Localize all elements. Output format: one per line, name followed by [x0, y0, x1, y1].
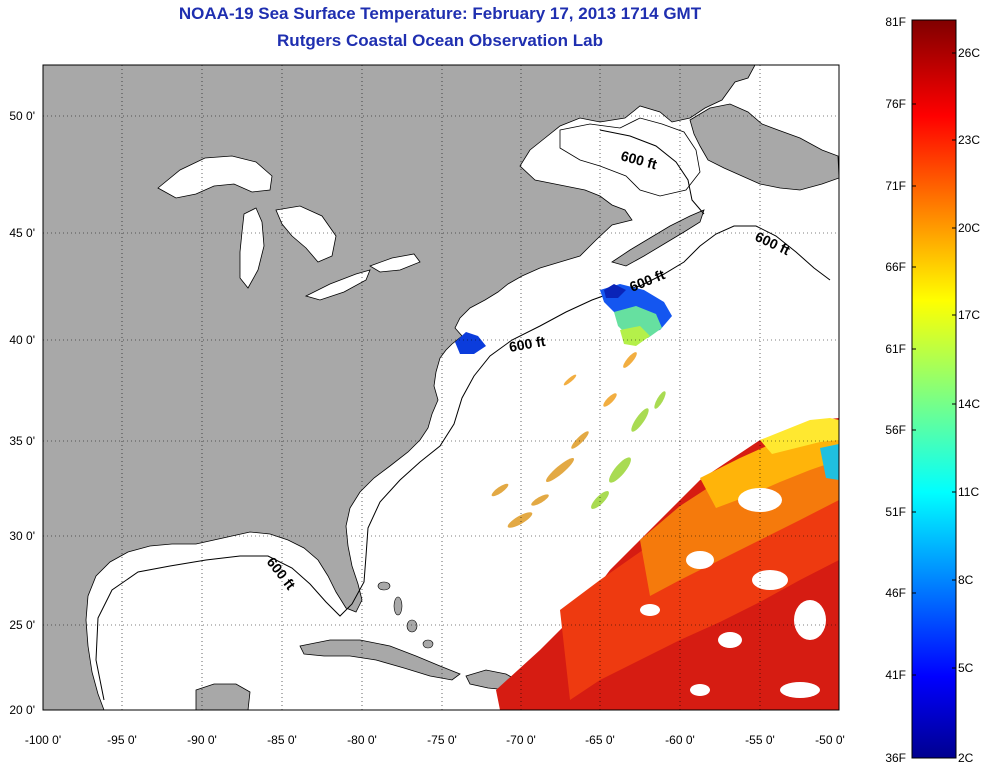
- lake-erie: [304, 269, 371, 301]
- y-tick-label: 45 0': [9, 226, 35, 240]
- colorbar-f-label: 46F: [885, 586, 906, 600]
- colorbar-f-label: 36F: [885, 751, 906, 765]
- colorbar-c-label: 20C: [958, 221, 980, 235]
- y-tick-label: 25 0': [9, 618, 35, 632]
- sst-data: [455, 284, 839, 710]
- x-tick-label: -60 0': [665, 733, 695, 747]
- colorbar-f-label: 81F: [885, 15, 906, 29]
- colorbar-c-label: 2C: [958, 751, 974, 765]
- x-tick-label: -95 0': [107, 733, 137, 747]
- colorbar-c-label: 11C: [958, 485, 979, 499]
- lake-ontario: [369, 253, 421, 273]
- y-tick-label: 50 0': [9, 109, 35, 123]
- x-tick-label: -100 0': [25, 733, 61, 747]
- depth-contour-gulf-stlawrence: [599, 129, 705, 215]
- map-title: NOAA-19 Sea Surface Temperature: Februar…: [178, 4, 702, 23]
- colorbar-f-label: 71F: [885, 179, 906, 193]
- colorbar-f-label: 66F: [885, 260, 906, 274]
- x-tick-label: -85 0': [267, 733, 297, 747]
- x-tick-label: -50 0': [815, 733, 845, 747]
- lake-huron: [275, 205, 337, 263]
- colorbar-f-label: 76F: [885, 97, 906, 111]
- colorbar: [911, 19, 957, 759]
- y-tick-label: 35 0': [9, 434, 35, 448]
- colorbar-c-label: 26C: [958, 46, 980, 60]
- gridlines: [43, 65, 839, 710]
- land-newfoundland: [689, 103, 839, 191]
- map-frame: [42, 64, 840, 711]
- y-tick-label: 20 0': [9, 703, 35, 717]
- colorbar-c-label: 5C: [958, 661, 974, 675]
- y-tick-label: 30 0': [9, 529, 35, 543]
- x-tick-label: -65 0': [585, 733, 615, 747]
- colorbar-f-label: 51F: [885, 505, 906, 519]
- land-north-america: [43, 65, 756, 710]
- colorbar-c-label: 23C: [958, 133, 980, 147]
- depth-contour-600ft: [95, 225, 831, 701]
- colorbar-f-label: 41F: [885, 668, 906, 682]
- gulf-st-lawrence: [559, 117, 701, 197]
- x-tick-label: -80 0': [347, 733, 377, 747]
- colorbar-f-label: 56F: [885, 423, 906, 437]
- colorbar-c-label: 8C: [958, 573, 974, 587]
- land-cuba: [299, 639, 461, 681]
- colorbar-f-label: 61F: [885, 342, 906, 356]
- colorbar-c-label: 14C: [958, 397, 980, 411]
- x-tick-label: -70 0': [506, 733, 536, 747]
- y-tick-label: 40 0': [9, 333, 35, 347]
- lake-michigan: [239, 207, 265, 289]
- colorbar-c-label: 17C: [958, 308, 980, 322]
- lake-superior: [157, 155, 273, 199]
- x-tick-label: -75 0': [427, 733, 457, 747]
- land-nova-scotia: [611, 209, 705, 267]
- x-tick-label: -55 0': [745, 733, 775, 747]
- map-subtitle: Rutgers Coastal Ocean Observation Lab: [277, 31, 603, 50]
- land-yucatan: [195, 683, 251, 710]
- x-tick-label: -90 0': [187, 733, 217, 747]
- colorbar-ticks: [912, 52, 956, 676]
- land-bahamas: [377, 581, 434, 649]
- contour-label: 600 ft: [508, 333, 547, 355]
